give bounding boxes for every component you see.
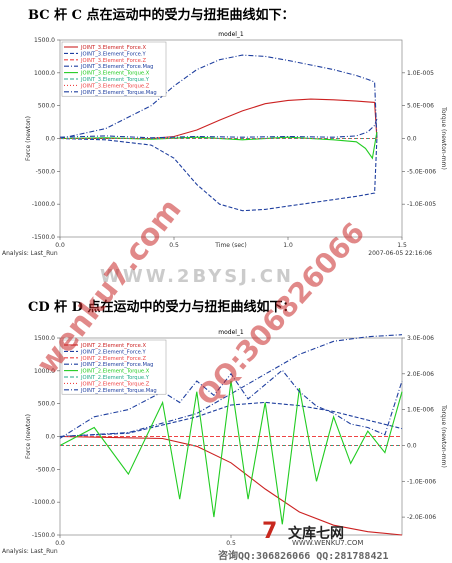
- y-tick-label: 500.0: [38, 103, 55, 110]
- y2-axis-label: Torque (newton-mm): [440, 404, 447, 468]
- series-line-0: [59, 435, 403, 536]
- x-tick-label: 0.5: [169, 242, 179, 249]
- chart-bc-force-torque: model_1 1500.0 1000.0 500.0 0.0 -500.0 -1000.0…: [2, 31, 447, 257]
- legend-entry-0: JOINT_3.Element_Force.X: [80, 45, 146, 51]
- series-line-1: [59, 137, 378, 212]
- legend-box: [61, 339, 167, 395]
- series-line-3: [59, 54, 378, 140]
- y-tick-label: 1500.0: [34, 335, 55, 342]
- y-tick-label: 1500.0: [34, 37, 55, 44]
- heading-cd-bar: CD 杆 D 点在运动中的受力与扭拒曲线如下：: [28, 300, 296, 315]
- legend-entry-5: JOINT_3.Element_Torque.Y: [80, 77, 150, 83]
- y-tick-label: -1000.0: [32, 499, 55, 506]
- y-tick-label: -500.0: [36, 168, 56, 175]
- legend-entry-1: JOINT_2.Element_Force.Y: [80, 349, 146, 355]
- y-tick-label: 500.0: [38, 401, 55, 408]
- analysis-label: Analysis: Last_Run: [2, 250, 58, 257]
- contact-line: 咨询QQ:306826066 QQ:281788421: [218, 551, 389, 562]
- series-line-7: [59, 118, 378, 139]
- y2-tick-label: 1.0E-006: [407, 407, 434, 414]
- watermark-band: WWW.2BYSJ.CN: [100, 266, 295, 287]
- y-tick-label: 0.0: [45, 434, 55, 441]
- series-line-4: [59, 380, 403, 525]
- logo-seven-icon: 7: [262, 519, 278, 544]
- y2-tick-label: 2.0E-006: [407, 371, 434, 378]
- y-axis-label: Force (newton): [25, 414, 32, 459]
- chart-title: model_1: [218, 329, 244, 336]
- logo-name: 文库七网: [288, 526, 344, 542]
- y-tick-label: 1000.0: [34, 70, 55, 77]
- y2-axis-label: Torque (newton-mm): [440, 106, 447, 170]
- y2-tick-label: 0.0: [407, 442, 417, 449]
- y2-tick-label: 3.0E-006: [407, 335, 434, 342]
- y-tick-label: -500.0: [36, 466, 56, 473]
- x-tick-label: 0.5: [226, 540, 236, 547]
- chart-title: model_1: [218, 31, 244, 38]
- x-axis-label: Time (sec): [214, 242, 246, 249]
- y2-tick-label: 0.0: [407, 136, 417, 143]
- legend-entry-6: JOINT_2.Element_Torque.Z: [80, 381, 150, 387]
- y-tick-label: 1000.0: [34, 368, 55, 375]
- legend-entry-5: JOINT_2.Element_Torque.Y: [80, 375, 150, 381]
- chart-cd-force-torque: model_1 1500.0 1000.0 500.0 0.0 -500.0 -1000.0…: [2, 329, 447, 555]
- series-line-7: [59, 369, 403, 439]
- y-tick-label: -1500.0: [32, 532, 55, 539]
- y-tick-label: -1500.0: [32, 234, 55, 241]
- legend-entry-6: JOINT_3.Element_Torque.Z: [80, 83, 150, 89]
- y2-tick-label: -5.0E-006: [407, 168, 436, 175]
- legend-entry-4: JOINT_3.Element_Torque.X: [80, 71, 150, 77]
- legend-entry-1: JOINT_3.Element_Force.Y: [80, 51, 146, 57]
- legend-entry-7: JOINT_3.Element_Torque.Mag: [80, 90, 157, 96]
- legend-box: [61, 41, 167, 97]
- y2-tick-label: -1.0E-005: [407, 201, 436, 208]
- y2-tick-label: -2.0E-006: [407, 514, 436, 521]
- legend-entry-4: JOINT_2.Element_Torque.X: [80, 369, 150, 375]
- legend-entry-2: JOINT_2.Element_Force.Z: [80, 356, 146, 362]
- y-axis-label: Force (newton): [25, 116, 32, 161]
- legend-entry-3: JOINT_2.Element_Force.Mag: [80, 362, 153, 368]
- logo-url: WWW.WENKU7.COM: [292, 539, 364, 547]
- x-tick-label: 0.0: [55, 540, 65, 547]
- y2-tick-label: 5.0E-006: [407, 103, 434, 110]
- legend-entry-2: JOINT_3.Element_Force.Z: [80, 58, 146, 64]
- x-tick-label: 1.0: [283, 242, 293, 249]
- y2-tick-label: 1.0E-005: [407, 70, 434, 77]
- analysis-label: Analysis: Last_Run: [2, 548, 58, 555]
- y2-tick-label: -1.0E-006: [407, 478, 436, 485]
- legend-entry-0: JOINT_2.Element_Force.X: [80, 343, 146, 349]
- legend-entry-7: JOINT_2.Element_Torque.Mag: [80, 388, 157, 394]
- timestamp-label: 2007-06-05 22:16:06: [368, 250, 432, 257]
- heading-bc-bar: BC 杆 C 点在运动中的受力与扭拒曲线如下：: [28, 8, 295, 23]
- x-tick-label: 0.0: [55, 242, 65, 249]
- y-tick-label: -1000.0: [32, 201, 55, 208]
- x-tick-label: 1.5: [397, 242, 407, 249]
- series-line-0: [60, 98, 378, 140]
- y-tick-label: 0.0: [45, 136, 55, 143]
- series-line-1: [59, 401, 403, 438]
- legend-entry-3: JOINT_3.Element_Force.Mag: [80, 64, 153, 70]
